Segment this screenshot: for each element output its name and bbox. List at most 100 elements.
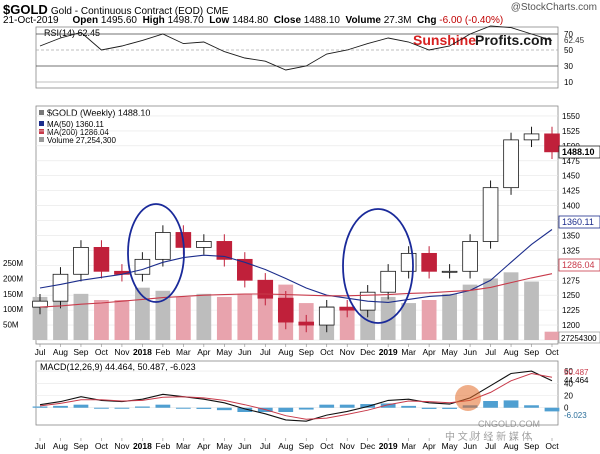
price-tick-label: 1400 [562, 202, 580, 211]
macd-label: MACD(12,26,9) 44.464, 50.487, -6.023 [40, 362, 196, 372]
volume-bar [380, 296, 396, 340]
price-candle [155, 232, 171, 260]
volume-bar [216, 296, 232, 340]
volume-label: Volume [345, 15, 381, 26]
volume-bar [196, 293, 212, 340]
x-tick-label: Feb [156, 441, 171, 451]
price-tick-label: 1525 [562, 127, 580, 136]
x-tick-label: Aug [53, 441, 68, 451]
price-tick-label: 1350 [562, 231, 580, 240]
chg-value: -6.00 (-0.40%) [439, 15, 504, 26]
cngold-logo-icon [455, 385, 481, 411]
volume-bar [237, 293, 253, 340]
price-candle [93, 247, 110, 272]
price-candle [32, 300, 48, 308]
ma200-label-text: 1286.04 [562, 260, 595, 270]
price-candle [257, 279, 274, 299]
price-tick-label: 1250 [562, 291, 580, 300]
exchange: CME [206, 6, 229, 17]
x-tick-label: Sep [299, 347, 314, 357]
x-tick-label: Aug [503, 347, 518, 357]
macd-histogram-bar [32, 406, 48, 408]
x-tick-label: Jul [260, 441, 271, 451]
x-tick-label: Jul [260, 347, 271, 357]
volume-bar [114, 300, 130, 340]
price-candle [544, 133, 560, 153]
x-tick-label: May [216, 347, 233, 357]
x-tick-label: 2018 [133, 441, 152, 451]
macd-histogram-bar [278, 407, 294, 412]
x-tick-label: Apr [423, 441, 436, 451]
volume-bar [462, 284, 478, 340]
macd-histogram-bar [442, 407, 457, 409]
x-tick-label: Dec [360, 441, 376, 451]
volume-bar [73, 293, 89, 340]
ma200-line [39, 273, 553, 308]
price-tick-label: 1475 [562, 157, 580, 166]
close-label-box [558, 145, 600, 159]
x-tick-label: Nov [340, 347, 356, 357]
macd-right-labels: 50.487 44.464 -6.023 [564, 368, 589, 420]
macd-histogram-bar [339, 404, 355, 408]
x-tick-label: 2019 [379, 441, 398, 451]
x-tick-label: Sep [299, 441, 314, 451]
x-tick-label: Aug [503, 441, 518, 451]
legend-swatch-ma50 [39, 121, 44, 126]
x-tick-label: Jul [35, 347, 46, 357]
low-label: Low [209, 15, 230, 26]
x-tick-label: Aug [278, 441, 293, 451]
x-tick-label: May [442, 441, 459, 451]
price-tick-label: 1425 [562, 187, 580, 196]
price-candle [52, 273, 69, 302]
price-legend: $GOLD (Weekly) 1488.10 MA(50) 1360.11 MA… [39, 108, 150, 145]
volume-label-text: 27254300 [561, 334, 597, 343]
x-tick-label: Sep [73, 347, 88, 357]
rsi-layer [39, 25, 553, 71]
price-tick-label: 1325 [562, 246, 580, 255]
rsi-tick-label: 70 [564, 30, 573, 39]
x-tick-label: Jun [463, 347, 477, 357]
volume-bar [483, 278, 498, 340]
x-tick-label: Oct [545, 347, 559, 357]
macd-label-c: -6.023 [564, 411, 587, 420]
rsi-line [39, 25, 553, 71]
quote-date: 21-Oct-2019 [3, 15, 59, 26]
macd-histogram-bar [53, 405, 68, 408]
x-tick-label: Jul [35, 441, 46, 451]
macd-histogram-bar [421, 407, 437, 409]
x-tick-label: Jun [463, 441, 477, 451]
price-candle [237, 258, 253, 281]
open-value: 1495.60 [100, 15, 137, 26]
price-tick-label: 1200 [562, 321, 580, 330]
x-tick-label: Oct [545, 441, 559, 451]
rsi-current-label: 62.45 [564, 36, 585, 45]
x-tick-label: Sep [73, 441, 88, 451]
macd-histogram-bar [135, 406, 150, 408]
x-tick-label: Apr [423, 347, 436, 357]
volume-bar [94, 300, 109, 340]
price-candle [196, 241, 212, 248]
volume-bars [32, 272, 560, 340]
macd-histogram-bar [73, 404, 89, 408]
volume-bar [135, 287, 150, 340]
legend-ma50: MA(50) 1360.11 [47, 120, 104, 129]
ma50-label-box [558, 215, 600, 229]
x-tick-label: May [442, 347, 459, 357]
legend-price: $GOLD (Weekly) 1488.10 [47, 108, 150, 118]
price-candle [441, 270, 458, 273]
legend-volume: Volume 27,254,300 [47, 136, 116, 145]
macd-histogram-bar [483, 401, 498, 408]
macd-histogram-bar [524, 405, 539, 408]
close-label-text: 1488.10 [562, 147, 595, 157]
x-tick-label: May [216, 441, 233, 451]
macd-histogram-bar [114, 407, 130, 409]
price-tick-label: 1450 [562, 172, 580, 181]
x-tick-label: Apr [197, 347, 210, 357]
legend-swatch-price [39, 110, 44, 115]
brand-box [408, 30, 553, 48]
macd-histogram-bar [503, 400, 519, 408]
price-candle [482, 187, 499, 242]
chart-header: $GOLD Gold - Continuous Contract (EOD) C… [3, 2, 597, 17]
x-axis-macd: Jul Aug Sep Oct Nov 2018 Feb Mar Apr May Jun Jul Aug… [35, 438, 559, 451]
x-tick-label: Mar [176, 347, 191, 357]
